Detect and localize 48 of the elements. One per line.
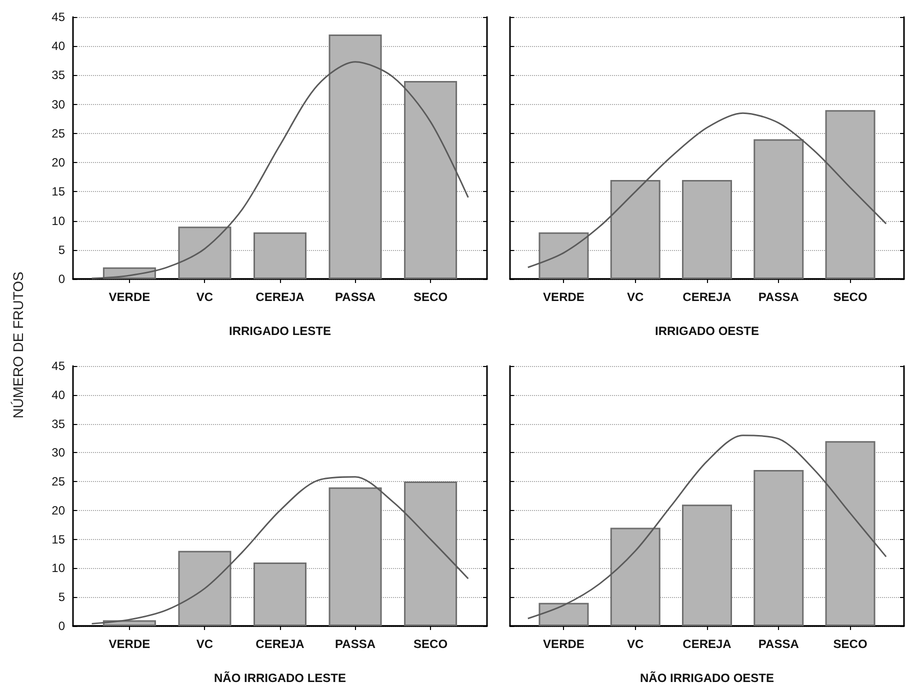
x-tick-label: SECO [414,290,448,304]
line-series [91,476,469,624]
x-axis-title: NÃO IRRIGADO OESTE [640,671,774,685]
x-tick-label: CEREJA [682,637,732,651]
x-tick-label: SECO [414,637,448,651]
y-tick-label: 15 [52,532,66,546]
line-series [91,61,469,280]
x-axis-title: IRRIGADO LESTE [228,324,332,338]
x-tick-label: VERDE [108,290,150,304]
x-tick-label: VERDE [543,637,584,651]
x-tick-label: VC [627,637,644,651]
y-tick-label: 20 [52,156,66,170]
y-tick-label: 25 [52,474,66,489]
y-tick-label: 0 [58,272,66,286]
y-tick-label: 20 [52,503,66,518]
x-tick-label: SECO [833,290,868,304]
y-tick-label: 35 [52,416,66,431]
x-tick-label: CEREJA [682,290,732,304]
x-axis-title: IRRIGADO OESTE [654,324,760,338]
x-tick-label: VC [627,290,644,304]
y-tick-label: 35 [52,68,66,82]
y-tick-label: 0 [58,619,66,633]
y-tick-label: 45 [52,359,66,373]
y-tick-label: 10 [52,561,66,576]
x-tick-label: SECO [833,637,868,651]
x-tick-label: VERDE [543,290,584,304]
y-tick-label: 10 [52,214,66,228]
bar [538,602,589,626]
x-tick-label: VC [196,290,214,304]
y-tick-label: 40 [52,39,66,54]
y-axis-title: NÚMERO DE FRUTOS [10,270,26,420]
x-tick-label: PASSA [335,290,376,304]
x-tick-label: CEREJA [256,637,305,651]
x-tick-label: PASSA [758,637,800,651]
y-tick-label: 40 [52,388,66,402]
x-tick-label: VERDE [108,637,150,651]
y-tick-label: 30 [52,97,66,112]
y-tick-label: 15 [52,184,66,199]
x-tick-label: CEREJA [256,290,305,304]
y-tick-label: 25 [52,126,66,140]
x-axis-title: NÃO IRRIGADO LESTE [214,671,346,685]
x-tick-label: PASSA [758,290,800,304]
x-tick-label: VC [196,637,214,651]
y-tick-label: 45 [52,10,66,24]
y-tick-label: 5 [58,590,66,604]
x-tick-label: PASSA [335,637,376,651]
y-tick-label: 5 [58,242,66,257]
y-tick-label: 30 [52,446,66,460]
